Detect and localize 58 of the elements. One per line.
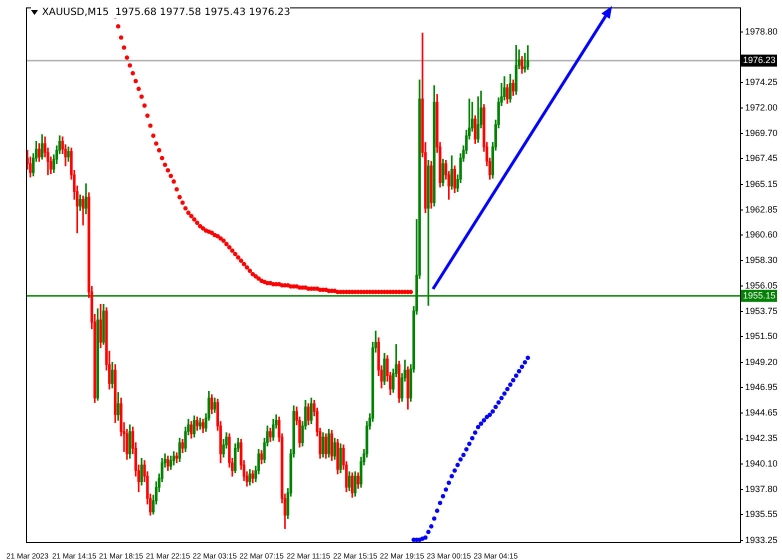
y-tick-label: 1978.80 — [745, 26, 778, 36]
point — [458, 457, 463, 462]
point — [461, 452, 466, 458]
point — [488, 412, 492, 417]
point — [446, 480, 452, 486]
y-tick-label: 1965.15 — [745, 178, 778, 189]
y-tick-label: 1956.05 — [745, 280, 778, 290]
y-tick-label: 1935.55 — [745, 509, 778, 520]
point — [496, 400, 501, 405]
y-tick-label: 1949.20 — [745, 356, 778, 367]
point — [476, 424, 480, 430]
point — [505, 386, 510, 392]
ref-line-label: 1955.15 — [743, 290, 776, 300]
ref-line-label: 1976.23 — [743, 55, 776, 66]
point — [464, 447, 469, 452]
y-tick-label: 1933.25 — [745, 534, 778, 545]
point — [438, 500, 442, 506]
y-tick-label: 1946.95 — [745, 382, 778, 392]
point — [522, 360, 528, 365]
y-tick-label: 1969.70 — [745, 128, 778, 138]
y-tick-label: 1974.25 — [745, 77, 778, 88]
point — [478, 421, 484, 426]
point — [511, 378, 516, 382]
point — [470, 436, 474, 440]
y-tick-label: 1962.85 — [745, 204, 778, 214]
y-tick-label: 1958.30 — [745, 255, 778, 266]
point — [520, 364, 524, 369]
point — [508, 382, 512, 387]
point — [444, 487, 448, 492]
point — [526, 356, 530, 360]
y-tick-label: 1951.50 — [745, 331, 778, 342]
point — [452, 468, 457, 473]
point — [482, 418, 486, 423]
y-tick-label: 1960.60 — [745, 230, 778, 240]
y-tick-label: 1940.10 — [745, 458, 778, 468]
point — [516, 369, 522, 374]
y-tick-label: 1967.45 — [745, 153, 778, 164]
point — [502, 391, 507, 396]
point — [490, 409, 495, 414]
point — [493, 404, 498, 410]
point — [429, 524, 434, 529]
point — [440, 494, 446, 498]
point — [455, 462, 460, 468]
chart-title: XAUUSD,M15 1975.68 1977.58 1975.43 1976.23 — [42, 7, 290, 18]
point — [467, 442, 472, 446]
point — [514, 374, 518, 378]
point — [434, 508, 440, 513]
y-tick-label: 1944.65 — [745, 408, 778, 418]
point — [423, 535, 428, 540]
point — [432, 516, 436, 521]
point — [450, 474, 454, 478]
y-tick-label: 1953.75 — [745, 306, 778, 316]
point — [426, 530, 431, 534]
point — [472, 430, 478, 435]
y-tick-label: 1942.35 — [745, 433, 778, 444]
y-tick-label: 1972.00 — [745, 102, 778, 112]
point — [499, 396, 504, 400]
y-tick-label: 1937.80 — [745, 484, 778, 494]
